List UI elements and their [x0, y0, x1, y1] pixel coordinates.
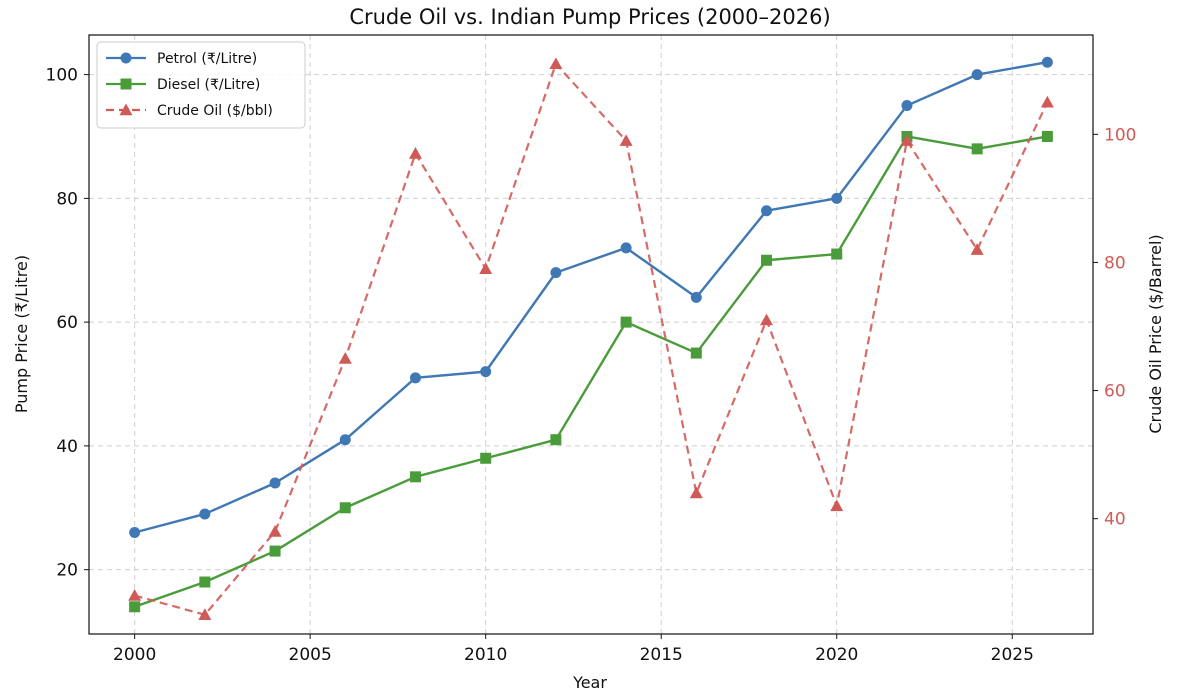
y-tick-label: 60: [56, 313, 78, 333]
legend-marker-diesel-litre: [120, 78, 132, 90]
data-point-petrol-litre: [901, 100, 913, 112]
y-axis-label-left: Pump Price (₹/Litre): [12, 255, 31, 413]
plot-area-frame: [88, 34, 1094, 635]
legend-box: [96, 41, 306, 129]
x-axis-label: Year: [572, 673, 607, 692]
data-point-petrol-litre: [269, 477, 281, 489]
series-petrol-litre: [129, 56, 1053, 539]
data-point-diesel-litre: [971, 143, 983, 155]
data-point-diesel-litre: [550, 434, 562, 446]
series-line-petrol-litre: [134, 61, 1048, 534]
chart-title: Crude Oil vs. Indian Pump Prices (2000–2…: [349, 5, 830, 29]
x-axis: 2000 2005 2010 2015 2020 2025: [113, 634, 1034, 665]
data-point-crude-oil-bbl: [830, 499, 844, 512]
y-axis-label-right: Crude Oil Price ($/Barrel): [1146, 234, 1165, 433]
data-point-diesel-litre: [409, 471, 421, 483]
data-point-crude-oil-bbl: [479, 262, 493, 275]
y-right-tick-label: 80: [1104, 253, 1126, 273]
data-point-diesel-litre: [339, 502, 351, 514]
data-point-petrol-litre: [409, 372, 421, 384]
legend-marker-petrol-litre: [120, 52, 132, 64]
data-point-diesel-litre: [690, 347, 702, 359]
y-right-tick-label: 40: [1104, 510, 1126, 530]
x-tick-label: 2020: [815, 645, 858, 665]
data-point-diesel-litre: [1041, 130, 1053, 142]
data-point-petrol-litre: [550, 267, 562, 279]
data-point-diesel-litre: [199, 576, 211, 588]
x-tick-label: 2000: [113, 645, 156, 665]
data-point-crude-oil-bbl: [1040, 95, 1054, 108]
y-tick-label: 100: [46, 66, 78, 86]
series-crude-oil-bbl: [128, 57, 1054, 620]
data-point-petrol-litre: [971, 69, 983, 81]
data-point-diesel-litre: [480, 452, 492, 464]
y-right-tick-label: 100: [1104, 125, 1136, 145]
series-diesel-litre: [129, 130, 1053, 613]
data-point-petrol-litre: [480, 366, 492, 378]
data-point-crude-oil-bbl: [970, 243, 984, 255]
data-point-petrol-litre: [831, 192, 843, 204]
legend-label-petrol-litre: Petrol (₹/Litre): [157, 51, 257, 67]
y-tick-label: 80: [56, 189, 78, 209]
data-point-crude-oil-bbl: [619, 134, 633, 146]
data-point-petrol-litre: [199, 508, 211, 520]
legend: Petrol (₹/Litre) Diesel (₹/Litre) Crude Oi…: [96, 41, 306, 129]
y-right-tick-label: 60: [1104, 382, 1126, 402]
data-point-diesel-litre: [269, 545, 281, 557]
data-point-diesel-litre: [761, 254, 773, 266]
x-tick-label: 2025: [991, 645, 1034, 665]
data-point-petrol-litre: [129, 527, 141, 539]
data-point-crude-oil-bbl: [408, 147, 422, 159]
y-axis-left: 20 40 60 80 100: [46, 66, 89, 581]
x-tick-label: 2005: [289, 645, 332, 665]
data-point-petrol-litre: [620, 242, 632, 254]
legend-marker-crude-oil-bbl: [119, 103, 133, 116]
series-line-diesel-litre: [134, 135, 1048, 608]
data-point-petrol-litre: [339, 434, 351, 446]
data-point-crude-oil-bbl: [268, 524, 282, 537]
legend-label-diesel-litre: Diesel (₹/Litre): [157, 77, 260, 93]
data-point-petrol-litre: [1041, 56, 1053, 68]
data-point-diesel-litre: [129, 601, 141, 613]
x-tick-label: 2010: [464, 645, 507, 665]
y-axis-right: 40 60 80 100: [1093, 125, 1136, 530]
data-point-petrol-litre: [690, 291, 702, 303]
legend-label-crude-oil-bbl: Crude Oil ($/bbl): [157, 103, 273, 119]
data-point-crude-oil-bbl: [549, 57, 563, 70]
x-tick-label: 2015: [640, 645, 683, 665]
data-point-diesel-litre: [620, 316, 632, 328]
y-tick-label: 40: [56, 437, 78, 457]
data-point-crude-oil-bbl: [338, 352, 352, 364]
data-point-crude-oil-bbl: [128, 589, 142, 601]
series-layer: [128, 56, 1054, 620]
data-point-crude-oil-bbl: [900, 134, 914, 146]
data-point-crude-oil-bbl: [760, 313, 774, 326]
series-line-crude-oil-bbl: [134, 62, 1049, 616]
data-point-petrol-litre: [761, 205, 773, 217]
data-point-crude-oil-bbl: [689, 486, 703, 499]
data-point-crude-oil-bbl: [198, 608, 212, 620]
y-tick-label: 20: [56, 561, 78, 581]
data-point-diesel-litre: [831, 248, 843, 260]
